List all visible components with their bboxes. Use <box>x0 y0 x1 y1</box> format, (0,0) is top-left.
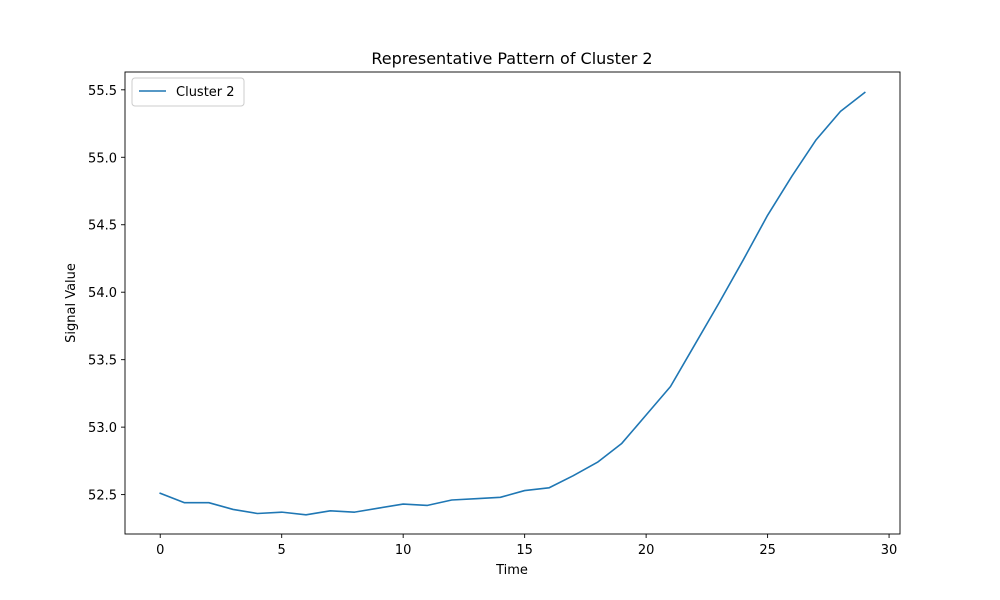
chart-title: Representative Pattern of Cluster 2 <box>371 49 652 68</box>
series-line-cluster-2 <box>159 91 866 516</box>
legend-label-cluster-2: Cluster 2 <box>176 85 235 100</box>
x-tick-label: 30 <box>881 543 898 558</box>
y-tick-label: 55.5 <box>88 84 117 99</box>
legend: Cluster 2 <box>131 77 245 107</box>
y-axis: 52.5 53.0 53.5 54.0 54.5 55.0 55.5 <box>88 84 125 504</box>
plot-frame <box>124 71 901 535</box>
x-tick-label: 5 <box>278 543 286 558</box>
y-tick-label: 55.0 <box>88 151 117 166</box>
x-tick-label: 25 <box>759 543 776 558</box>
y-tick-label: 53.5 <box>88 354 117 369</box>
plot-area <box>125 72 900 534</box>
y-tick-label: 54.5 <box>88 219 117 234</box>
x-tick-label: 10 <box>395 543 412 558</box>
y-tick-label: 53.0 <box>88 421 117 436</box>
legend-box <box>131 77 245 107</box>
x-tick-label: 15 <box>516 543 533 558</box>
x-tick-label: 0 <box>156 543 164 558</box>
x-axis-title: Time <box>495 563 528 578</box>
y-axis-title: Signal Value <box>64 263 79 343</box>
y-tick-label: 52.5 <box>88 489 117 504</box>
x-tick-label: 20 <box>638 543 655 558</box>
y-tick-label: 54.0 <box>88 286 117 301</box>
x-axis: 0 5 10 15 20 25 30 <box>156 534 897 558</box>
